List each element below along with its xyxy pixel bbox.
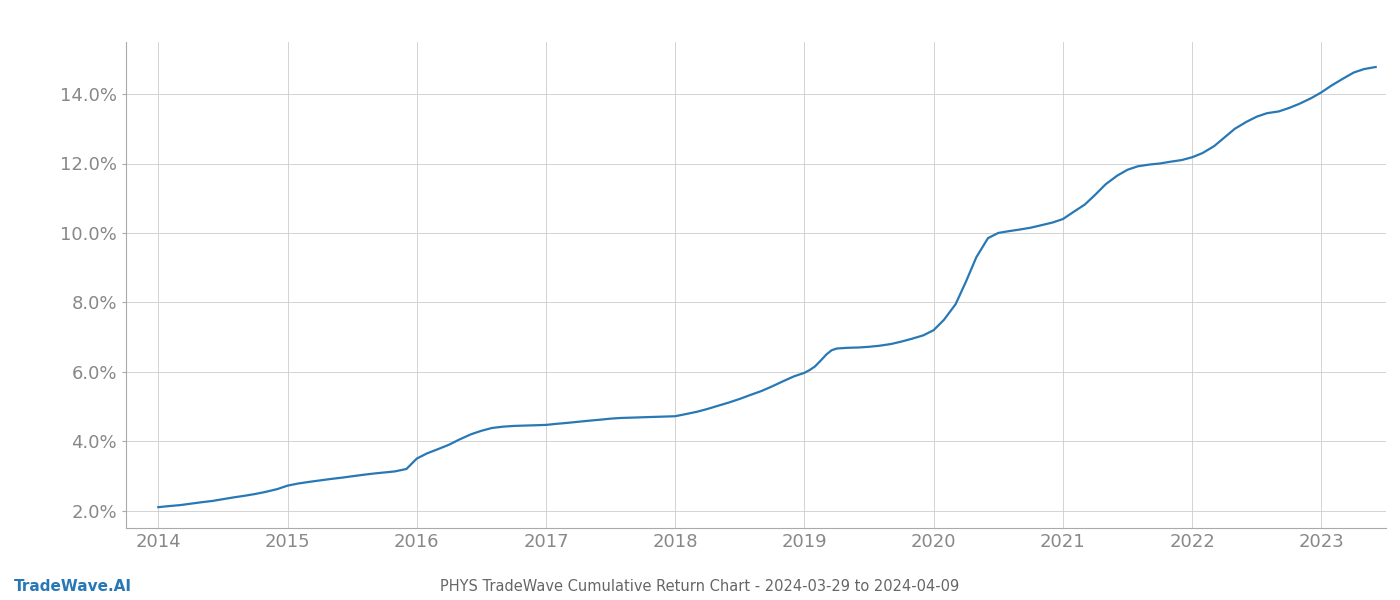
Text: PHYS TradeWave Cumulative Return Chart - 2024-03-29 to 2024-04-09: PHYS TradeWave Cumulative Return Chart -… xyxy=(441,579,959,594)
Text: TradeWave.AI: TradeWave.AI xyxy=(14,579,132,594)
